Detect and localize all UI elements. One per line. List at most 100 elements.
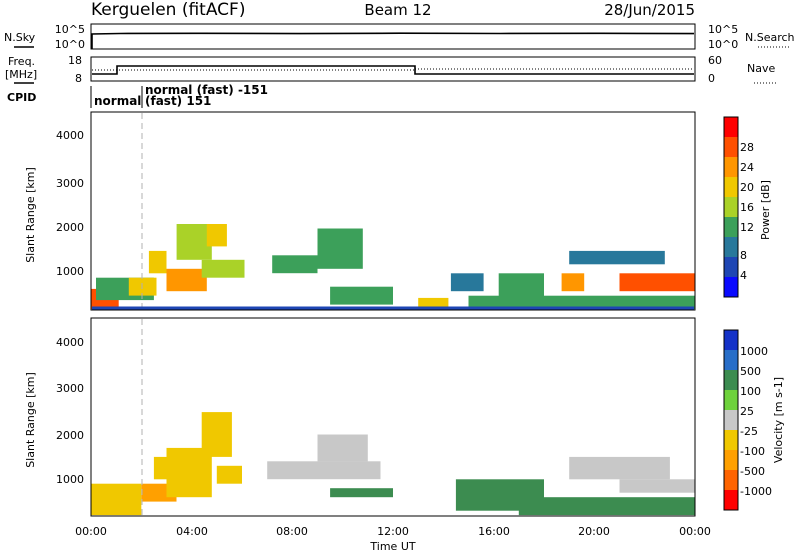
- noise-tick-right-high: 10^5: [708, 23, 738, 36]
- velocity-ytick-4000: 4000: [56, 336, 84, 349]
- velocity-region-11: [518, 497, 695, 516]
- power-cbar-tick-24: 24: [740, 161, 754, 174]
- station-title: Kerguelen (fitACF): [91, 0, 245, 20]
- power-ytick-2000: 2000: [56, 221, 84, 234]
- velocity-region-6: [267, 461, 381, 480]
- velocity-ytick-3000: 3000: [56, 382, 84, 395]
- velocity-panel-frame: [90, 317, 696, 517]
- power-region-2: [128, 277, 157, 296]
- noise-tick-left-low: 10^0: [55, 38, 85, 51]
- power-region-10: [330, 286, 393, 305]
- freq-tick-high: 18: [68, 54, 82, 67]
- power-region-9: [317, 228, 363, 269]
- power-cbar-tick-12: 12: [740, 221, 754, 234]
- velocity-region-5: [216, 465, 242, 484]
- beam-title: Beam 12: [364, 1, 431, 19]
- power-colorbar-swatch-2: [724, 137, 738, 157]
- velocity-cbar-tick-100: 100: [740, 385, 761, 398]
- power-region-4: [166, 268, 207, 292]
- velocity-colorbar-swatch-2: [724, 350, 738, 370]
- nave-tick-low: 0: [708, 72, 715, 85]
- power-colorbar-frame: [723, 116, 739, 298]
- power-panel-frame: [90, 111, 696, 311]
- x-tick-6: 00:00: [679, 525, 711, 538]
- noise-panel: N.Sky 10^5 10^0 10^5 10^0 N.Search: [4, 23, 795, 51]
- power-cbar-tick-20: 20: [740, 181, 754, 194]
- power-region-5: [176, 224, 212, 260]
- freq-label-2: [MHz]: [5, 68, 37, 81]
- power-region-14: [561, 273, 585, 292]
- velocity-region-12: [619, 479, 695, 493]
- velocity-colorbar-swatch-1: [724, 330, 738, 350]
- power-cbar-tick-4: 4: [740, 269, 747, 282]
- velocity-cbar-tick-neg25: -25: [740, 425, 758, 438]
- noise-tick-left-high: 10^5: [55, 23, 85, 36]
- x-tick-0: 00:00: [75, 525, 107, 538]
- power-ytick-3000: 3000: [56, 177, 84, 190]
- x-tick-5: 20:00: [578, 525, 610, 538]
- velocity-colorbar-swatch-9: [724, 490, 738, 510]
- power-ylabel: Slant Range [km]: [24, 167, 37, 263]
- nave-tick-high: 60: [708, 54, 722, 67]
- power-colorbar-swatch-3: [724, 157, 738, 177]
- freq-tick-low: 8: [75, 72, 82, 85]
- velocity-cbar-tick-1000: 1000: [740, 345, 768, 358]
- power-colorbar-swatch-1: [724, 117, 738, 137]
- cpid-entry-fast-pos: (fast) 151: [145, 94, 211, 108]
- power-region-15: [569, 250, 665, 265]
- power-panel: Slant Range [km] 4000 3000 2000 1000 28 …: [24, 111, 772, 311]
- velocity-ytick-2000: 2000: [56, 429, 84, 442]
- power-region-7: [201, 259, 245, 278]
- x-tick-3: 12:00: [377, 525, 409, 538]
- x-tick-4: 16:00: [478, 525, 510, 538]
- velocity-colorbar-frame: [723, 329, 739, 511]
- power-colorbar-swatch-9: [724, 277, 738, 297]
- power-region-12: [450, 273, 484, 292]
- velocity-cbar-tick-500: 500: [740, 365, 761, 378]
- cpid-entry-fast-neg: normal (fast) -151: [145, 83, 268, 97]
- x-axis-label: Time UT: [369, 540, 415, 553]
- velocity-cbar-tick-neg100: -100: [740, 445, 765, 458]
- power-colorbar-swatch-4: [724, 177, 738, 197]
- power-cbar-tick-28: 28: [740, 141, 754, 154]
- power-region-8: [272, 255, 318, 274]
- power-colorbar-swatch-7: [724, 237, 738, 257]
- nsky-label: N.Sky: [4, 31, 36, 44]
- noise-tick-right-low: 10^0: [708, 38, 738, 51]
- cpid-entry-normal: normal: [94, 94, 141, 108]
- power-colorbar-swatch-8: [724, 257, 738, 277]
- power-region-16: [619, 273, 695, 292]
- velocity-cbar-tick-neg500: -500: [740, 465, 765, 478]
- power-region-17: [468, 295, 695, 310]
- velocity-data-cells: [91, 412, 695, 516]
- power-region-6: [206, 224, 227, 247]
- power-ytick-1000: 1000: [56, 265, 84, 278]
- cpid-panel: CPID normal normal (fast) -151 (fast) 15…: [7, 83, 268, 108]
- x-tick-1: 04:00: [176, 525, 208, 538]
- nave-label: Nave: [747, 62, 775, 75]
- velocity-ylabel: Slant Range [km]: [24, 372, 37, 468]
- velocity-colorbar-swatch-7: [724, 450, 738, 470]
- power-data-cells: [91, 224, 695, 310]
- velocity-colorbar-swatch-3: [724, 370, 738, 390]
- velocity-colorbar-swatch-6: [724, 430, 738, 450]
- power-ytick-4000: 4000: [56, 129, 84, 142]
- x-tick-2: 08:00: [276, 525, 308, 538]
- velocity-colorbar-swatch-4: [724, 390, 738, 410]
- nsearch-label: N.Search: [745, 31, 795, 44]
- x-axis: 00:00 04:00 08:00 12:00 16:00 20:00 00:0…: [75, 525, 711, 553]
- velocity-colorbar-swatch-8: [724, 470, 738, 490]
- power-cbar-tick-8: 8: [740, 249, 747, 262]
- power-region-3: [148, 250, 167, 274]
- velocity-region-7: [317, 434, 368, 462]
- nsky-trace: [91, 32, 695, 49]
- date-title: 28/Jun/2015: [604, 1, 695, 19]
- velocity-region-8: [330, 488, 393, 498]
- velocity-ytick-1000: 1000: [56, 473, 84, 486]
- power-colorbar-swatch-5: [724, 197, 738, 217]
- cpid-label: CPID: [7, 91, 36, 104]
- velocity-panel: Slant Range [km] 4000 3000 2000 1000 100…: [24, 317, 785, 517]
- velocity-region-0: [91, 483, 142, 516]
